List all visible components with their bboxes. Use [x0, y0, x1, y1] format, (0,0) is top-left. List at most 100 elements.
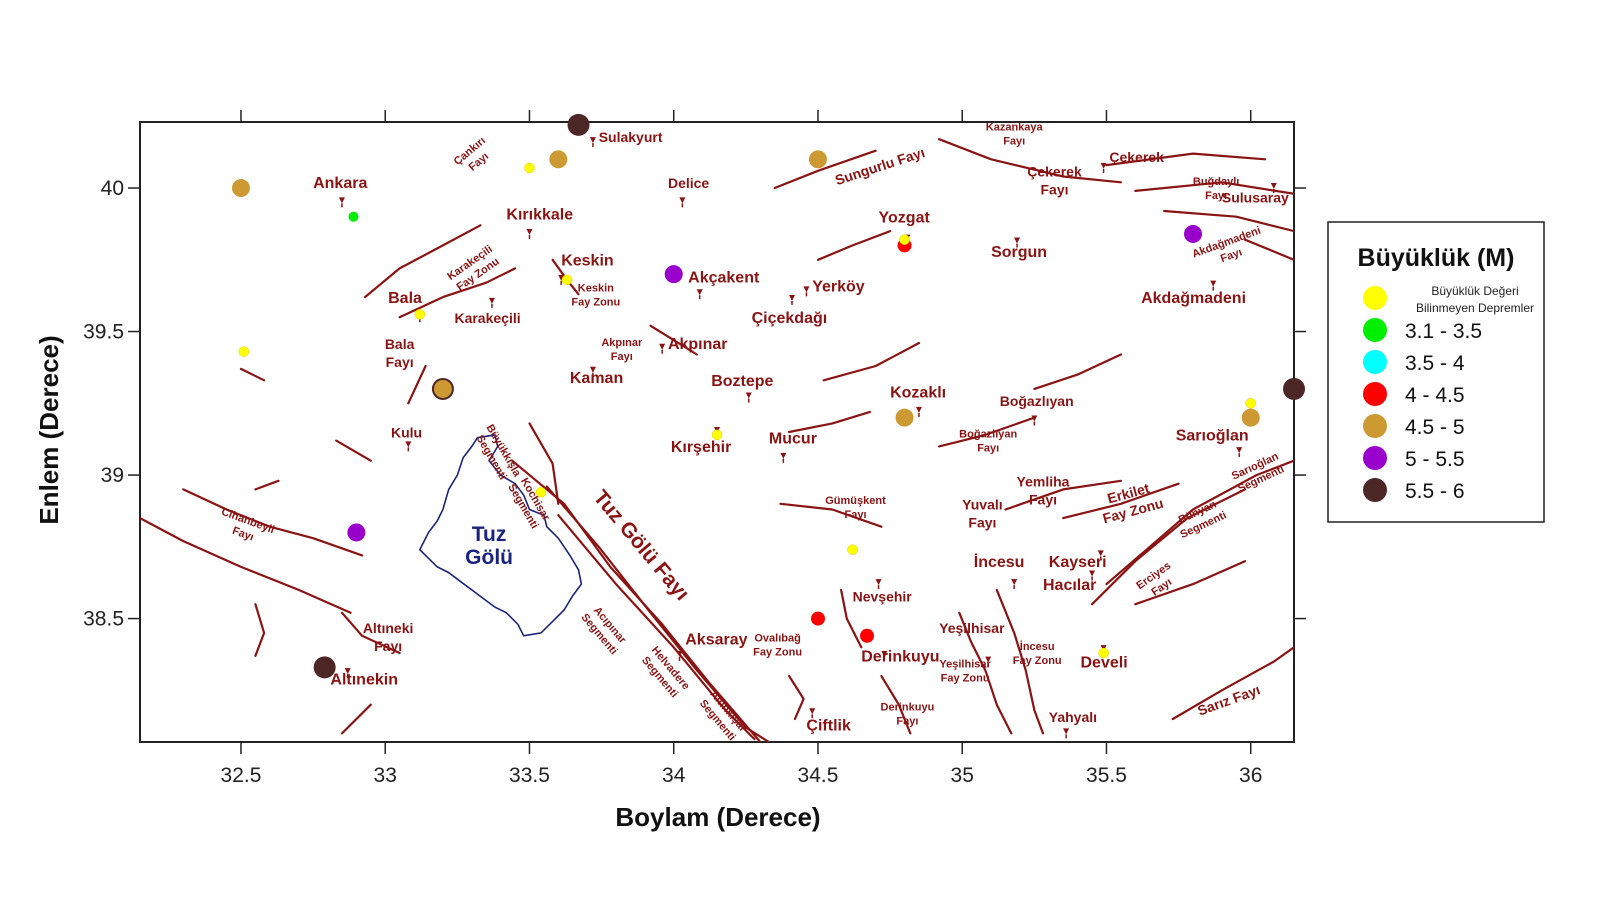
- y-axis-title: Enlem (Derece): [34, 335, 64, 524]
- fault-line: [340, 703, 372, 735]
- legend-title: Büyüklük (M): [1358, 244, 1515, 272]
- town-label: Altınekin: [330, 672, 398, 689]
- earthquake-m45_5: [231, 179, 250, 198]
- magnitude-legend: Büyüklük (M) Büyüklük Değeri Bilinmeyen D…: [1327, 221, 1545, 523]
- x-tick-label: 35.5: [1086, 764, 1127, 787]
- fault-label-text: Yeşilhisar: [939, 658, 991, 670]
- town-label: Sorgun: [991, 244, 1047, 261]
- fault-line: [788, 410, 871, 434]
- legend-label: 3.5 - 4: [1405, 352, 1465, 375]
- fault-label-text: Fayı: [1205, 190, 1227, 202]
- fault-line: [1062, 482, 1180, 520]
- fault-line: [254, 479, 280, 491]
- fault-label-text: Altıneki: [363, 620, 414, 636]
- y-tick-label: 40: [101, 177, 124, 200]
- earthquake-m55_6: [1283, 377, 1305, 400]
- town-label: Yozgat: [879, 209, 931, 226]
- town-marker-icon: [809, 708, 816, 715]
- town-label: Mucur: [769, 430, 817, 447]
- fault-label-text: İncesu: [1020, 640, 1055, 653]
- town-label: Yerköy: [812, 278, 865, 295]
- town-marker-icon: [780, 452, 787, 459]
- town-marker-icon: [985, 656, 992, 663]
- town-label: Boztepe: [711, 373, 773, 390]
- legend-label: 4.5 - 5: [1405, 416, 1465, 439]
- legend-swatch: [1363, 446, 1387, 470]
- town-marker-icon: [1210, 280, 1217, 287]
- earthquake-unknown: [1245, 398, 1256, 409]
- y-tick-label: 38.5: [83, 608, 124, 631]
- legend-label-line1: Büyüklük Değeri: [1431, 284, 1518, 298]
- earthquake-unknown: [414, 309, 426, 320]
- fault-line: [1105, 459, 1294, 586]
- axis-ticks: 32.5 33 33.5 34 34.5 35 35.5 36 38.5 39 39.5 40: [83, 110, 1306, 787]
- town-marker-icon: [915, 406, 922, 413]
- fault-label-text: Yuvalı: [962, 497, 1002, 513]
- lake-outline: [418, 433, 583, 637]
- town-marker-icon: [875, 579, 882, 586]
- fault-line: [938, 416, 1036, 448]
- fault-lines: [140, 138, 1294, 742]
- town-marker-icon: [1063, 728, 1070, 735]
- town-label: Karakeçili: [454, 310, 520, 326]
- town-label: Kayseri: [1049, 554, 1107, 571]
- legend-label: 5 - 5.5: [1405, 448, 1465, 471]
- town-label: Kırşehir: [671, 439, 731, 456]
- fault-label-text: Fayı: [374, 638, 402, 654]
- town-marker-icon: [1031, 415, 1038, 422]
- fault-label-text: Fayı: [386, 354, 414, 370]
- town-label: Çiçekdağı: [752, 310, 828, 327]
- fault-label-text: Fay Zonu: [753, 647, 802, 659]
- town-marker-icon: [789, 294, 796, 301]
- fault-label-text: Fayı: [1029, 492, 1057, 508]
- earthquake-m45_5: [549, 150, 568, 169]
- fault-label-text: Fayı: [1040, 182, 1068, 198]
- fault-label-text: Akpınar: [601, 337, 643, 349]
- x-tick-label: 33: [374, 764, 397, 787]
- earthquake-m45_5: [808, 150, 827, 169]
- earthquake-m55_6: [313, 656, 336, 679]
- fault-line: [1243, 238, 1294, 261]
- towns: Ankara Kırıkkale Keskin Bala Karakeçili Kulu S…: [313, 129, 1289, 739]
- fault-label-text: Çekerek: [1027, 164, 1082, 180]
- fault-line: [880, 674, 912, 735]
- fault-label-text: Kazankaya: [986, 122, 1044, 134]
- earthquake-unknown: [899, 234, 910, 245]
- town-label: Çekerek: [1109, 149, 1164, 165]
- earthquake-unknown: [711, 429, 723, 441]
- fault-label-text: Fayı: [968, 515, 996, 531]
- town-marker-icon: [1097, 550, 1104, 557]
- fault-label-text: Bala: [385, 336, 415, 352]
- town-label: Akçakent: [688, 270, 760, 287]
- fault-line: [958, 611, 1013, 735]
- legend-swatch: [1363, 350, 1387, 374]
- town-label: Bala: [388, 290, 422, 307]
- fault-label: Yuvalı Fayı: [962, 497, 1002, 531]
- y-tick-label: 39.5: [83, 321, 124, 344]
- town-marker-icon: [344, 668, 351, 675]
- town-label: Yahyalı: [1049, 709, 1097, 725]
- earthquake-m45_5: [895, 408, 914, 427]
- fault-label-text: Buğdaylı: [1193, 176, 1239, 188]
- town-marker-icon: [589, 366, 596, 373]
- fault-line: [398, 267, 517, 319]
- fault-label-text: Boğazlıyan: [959, 429, 1017, 441]
- fault-line: [779, 502, 883, 528]
- x-tick-label: 36: [1239, 764, 1262, 787]
- earthquake-unknown: [524, 162, 535, 174]
- town-marker-icon: [488, 297, 495, 304]
- x-tick-label: 34.5: [798, 764, 839, 787]
- town-marker-icon: [659, 343, 666, 350]
- fault-line: [1134, 560, 1247, 606]
- town-marker-icon: [745, 392, 752, 399]
- town-label: Akdağmadeni: [1141, 290, 1246, 307]
- earthquake-m31_35: [348, 211, 359, 222]
- legend-label: 5.5 - 6: [1405, 480, 1465, 503]
- earthquake-m45_5: [1241, 408, 1260, 427]
- fault-label-text: Ovalıbağ: [754, 633, 800, 645]
- fault-label: Buğdaylı Fayı: [1193, 176, 1239, 202]
- town-label: Sarıoğlan: [1176, 428, 1249, 445]
- legend-label: 4 - 4.5: [1405, 384, 1465, 407]
- town-marker-icon: [1011, 579, 1018, 586]
